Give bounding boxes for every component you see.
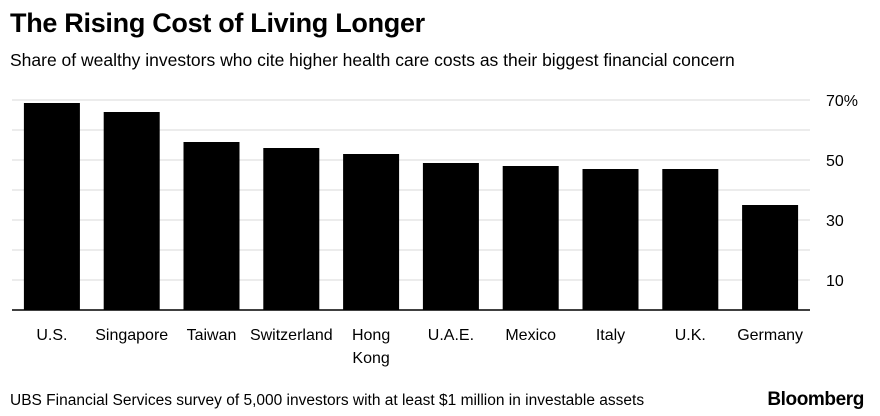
y-tick-label: 50 <box>826 153 844 170</box>
x-tick-label: Italy <box>596 327 625 344</box>
bars <box>23 103 799 310</box>
y-tick-label: 30 <box>826 213 844 230</box>
bar <box>343 154 400 310</box>
x-tick-label: U.S. <box>36 327 67 344</box>
chart-title: The Rising Cost of Living Longer <box>10 8 425 38</box>
bar <box>742 205 799 310</box>
x-tick-label: Taiwan <box>187 327 237 344</box>
y-tick-label: 10 <box>826 273 844 290</box>
chart-subtitle: Share of wealthy investors who cite high… <box>10 50 735 70</box>
y-axis-ticks: 10 30 50 70% <box>826 93 858 290</box>
bar <box>103 112 160 310</box>
bar <box>23 103 80 310</box>
y-tick-label: 70% <box>826 93 858 110</box>
bar <box>183 142 240 310</box>
bar <box>502 166 559 310</box>
x-tick-label: Switzerland <box>250 327 333 344</box>
x-tick-label: U.A.E. <box>428 327 474 344</box>
bar <box>582 169 639 310</box>
source-note: UBS Financial Services survey of 5,000 i… <box>10 392 645 409</box>
bar <box>422 163 479 310</box>
bar <box>263 148 320 310</box>
x-axis-labels: U.S. Singapore Taiwan Switzerland Hong Kong U.… <box>36 327 803 367</box>
x-tick-label: Singapore <box>95 327 168 344</box>
bar <box>662 169 719 310</box>
x-tick-label: Hong <box>352 327 390 344</box>
x-tick-label: Germany <box>737 327 803 344</box>
x-tick-label: Kong <box>352 350 389 367</box>
x-tick-label: U.K. <box>675 327 706 344</box>
bar-chart: 10 30 50 70% U.S. Singapore Taiwan Switzerland… <box>12 93 858 367</box>
bloomberg-logo: Bloomberg <box>767 389 864 410</box>
x-tick-label: Mexico <box>505 327 556 344</box>
